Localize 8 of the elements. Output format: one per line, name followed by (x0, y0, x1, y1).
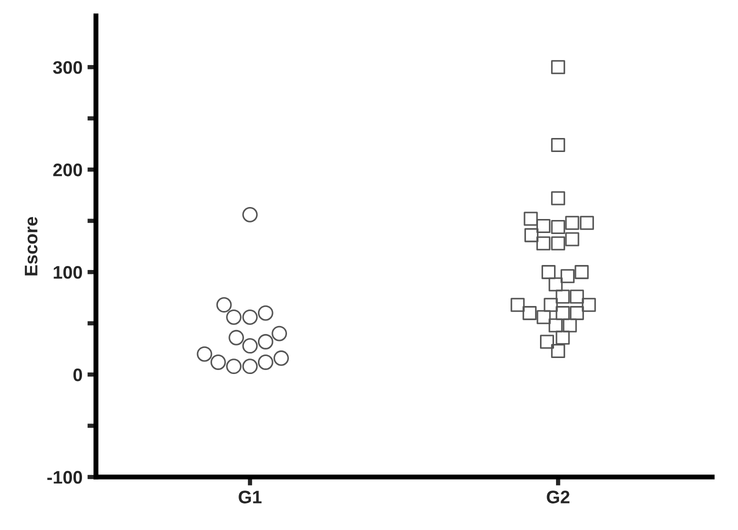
y-tick-label: 200 (53, 164, 82, 176)
y-tick-label: -100 (47, 470, 82, 484)
y-tick-label: 300 (53, 61, 82, 74)
y-tick-label: 100 (54, 266, 82, 279)
y-tick-label: 0 (73, 368, 82, 382)
y-axis-title: Escore (24, 216, 38, 276)
x-tick-label: G1 (238, 490, 262, 504)
x-tick-label: G2 (546, 490, 570, 504)
